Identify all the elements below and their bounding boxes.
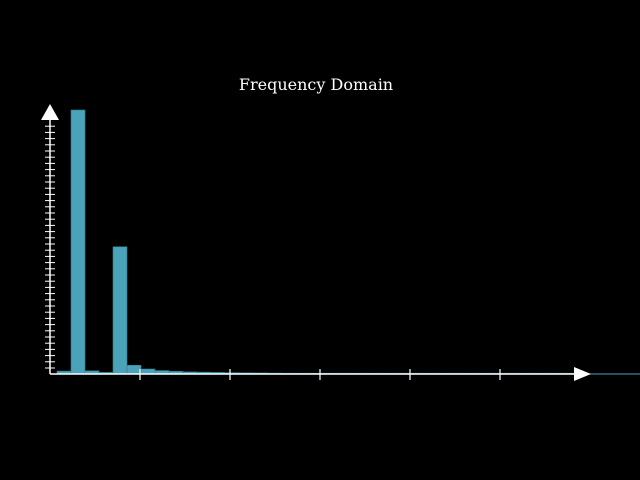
y-axis-arrow-icon xyxy=(41,104,59,120)
x-axis-arrow-icon xyxy=(574,367,591,381)
bar xyxy=(112,246,128,375)
bar xyxy=(126,364,142,375)
chart-title: Frequency Domain xyxy=(239,75,393,94)
axes-layer xyxy=(41,104,640,381)
bar xyxy=(70,109,86,375)
bar xyxy=(140,368,156,375)
